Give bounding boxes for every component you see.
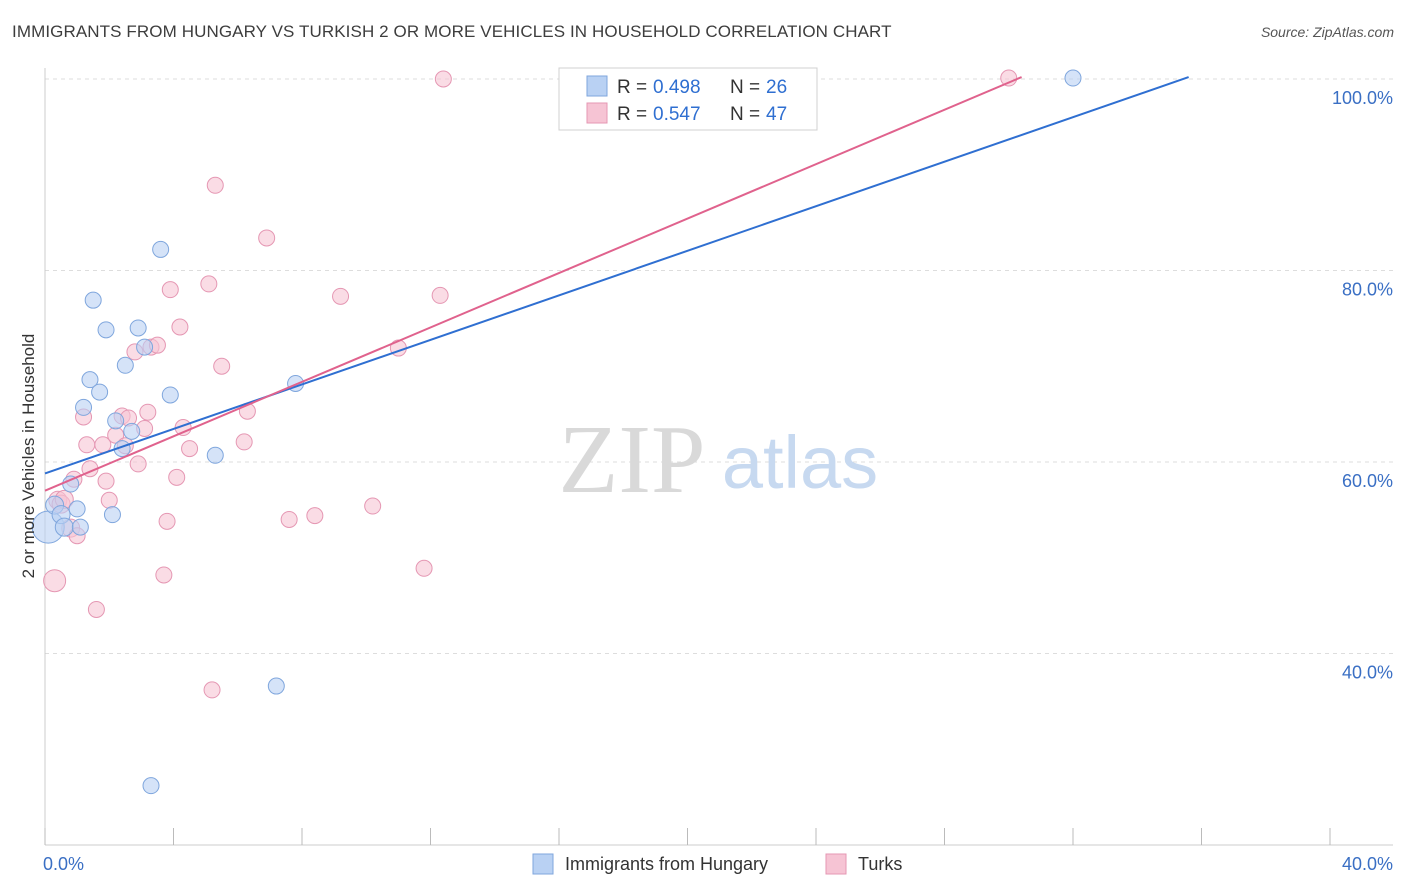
legend-n-value-2: 47 [766, 104, 787, 125]
legend-r-value-2: 0.547 [653, 104, 701, 125]
x-tick-labels: 0.0% 40.0% [43, 854, 1393, 874]
turks-point-28 [171, 318, 189, 336]
turks-point-13 [100, 491, 118, 509]
turks-point-30 [181, 440, 199, 458]
hungary-point-7 [75, 398, 93, 416]
x-tick-label-1: 40.0% [1342, 854, 1393, 874]
legend-r-label-2: R = [617, 104, 647, 125]
hungary-point-17 [129, 319, 147, 337]
turks-point-36 [235, 433, 253, 451]
turks-point-8 [78, 436, 96, 454]
axes [44, 68, 1393, 846]
hungary-trend-line [44, 76, 1189, 475]
hungary-point-16 [123, 422, 141, 440]
legend-bottom-label-turks: Turks [858, 854, 902, 874]
hungary-point-6 [71, 518, 89, 536]
turks-point-37 [258, 229, 276, 247]
hungary-point-19 [142, 777, 160, 795]
y-axis-label: 2 or more Vehicles in Household [19, 334, 38, 579]
legend-n-label-2: N = [730, 104, 760, 125]
hungary-point-18 [136, 338, 154, 356]
hungary-point-12 [103, 506, 121, 524]
turks-point-39 [306, 507, 324, 525]
turks-point-12 [97, 472, 115, 490]
chart-title: IMMIGRANTS FROM HUNGARY VS TURKISH 2 OR … [12, 22, 892, 41]
watermark-zip: ZIP [559, 406, 706, 514]
legend-n-value-1: 26 [766, 77, 787, 98]
y-tick-label-2: 80.0% [1342, 280, 1393, 300]
hungary-point-5 [68, 500, 86, 518]
turks-point-0 [43, 569, 67, 593]
turks-point-24 [155, 566, 173, 584]
hungary-point-9 [84, 291, 102, 309]
x-tick-label-0: 0.0% [43, 854, 84, 874]
legend-stats: R = 0.498 N = 26 R = 0.547 N = 47 [558, 67, 818, 131]
hungary-point-22 [206, 446, 224, 464]
trend-lines [44, 76, 1189, 492]
turks-point-40 [332, 287, 350, 305]
turks-point-34 [213, 357, 231, 375]
turks-point-26 [161, 281, 179, 299]
turks-trend-line [44, 76, 1022, 492]
hungary-point-21 [161, 386, 179, 404]
hungary-point-8 [81, 371, 99, 389]
legend-series: Immigrants from Hungary Turks [532, 853, 902, 875]
turks-point-45 [434, 70, 452, 88]
source-label: Source: ZipAtlas.com [1260, 24, 1394, 40]
legend-bottom-label-hungary: Immigrants from Hungary [565, 854, 768, 874]
legend-swatch-turks [586, 102, 608, 124]
turks-point-33 [206, 176, 224, 194]
hungary-point-20 [152, 240, 170, 258]
y-tick-label-0: 40.0% [1342, 663, 1393, 683]
gridlines [45, 78, 1393, 654]
legend-swatch-hungary [586, 75, 608, 97]
turks-point-19 [129, 455, 147, 473]
y-tick-label-1: 60.0% [1342, 471, 1393, 491]
turks-point-27 [168, 468, 186, 486]
watermark-atlas: atlas [722, 421, 878, 504]
turks-point-32 [203, 681, 221, 699]
hungary-point-25 [1064, 69, 1082, 87]
y-tick-labels: 40.0% 60.0% 80.0% 100.0% [1332, 88, 1393, 683]
hungary-point-13 [107, 412, 125, 430]
turks-point-43 [415, 559, 433, 577]
turks-point-25 [158, 512, 176, 530]
legend-r-label-1: R = [617, 77, 647, 98]
legend-bottom-swatch-hungary [532, 853, 554, 875]
turks-point-41 [364, 497, 382, 515]
turks-point-21 [139, 403, 157, 421]
turks-point-38 [280, 510, 298, 528]
legend-n-label-1: N = [730, 77, 760, 98]
hungary-point-10 [91, 383, 109, 401]
y-tick-label-3: 100.0% [1332, 88, 1393, 108]
hungary-point-11 [97, 321, 115, 339]
legend-bottom-swatch-turks [825, 853, 847, 875]
hungary-point-15 [116, 356, 134, 374]
hungary-point-3 [54, 517, 74, 537]
legend-r-value-1: 0.498 [653, 77, 701, 98]
turks-point-31 [200, 275, 218, 293]
turks-point-44 [431, 286, 449, 304]
watermark: ZIP atlas [559, 406, 879, 514]
hungary-point-23 [267, 677, 285, 695]
turks-point-46 [1000, 69, 1018, 87]
turks-point-10 [87, 600, 105, 618]
series-turks-points [43, 69, 1018, 699]
